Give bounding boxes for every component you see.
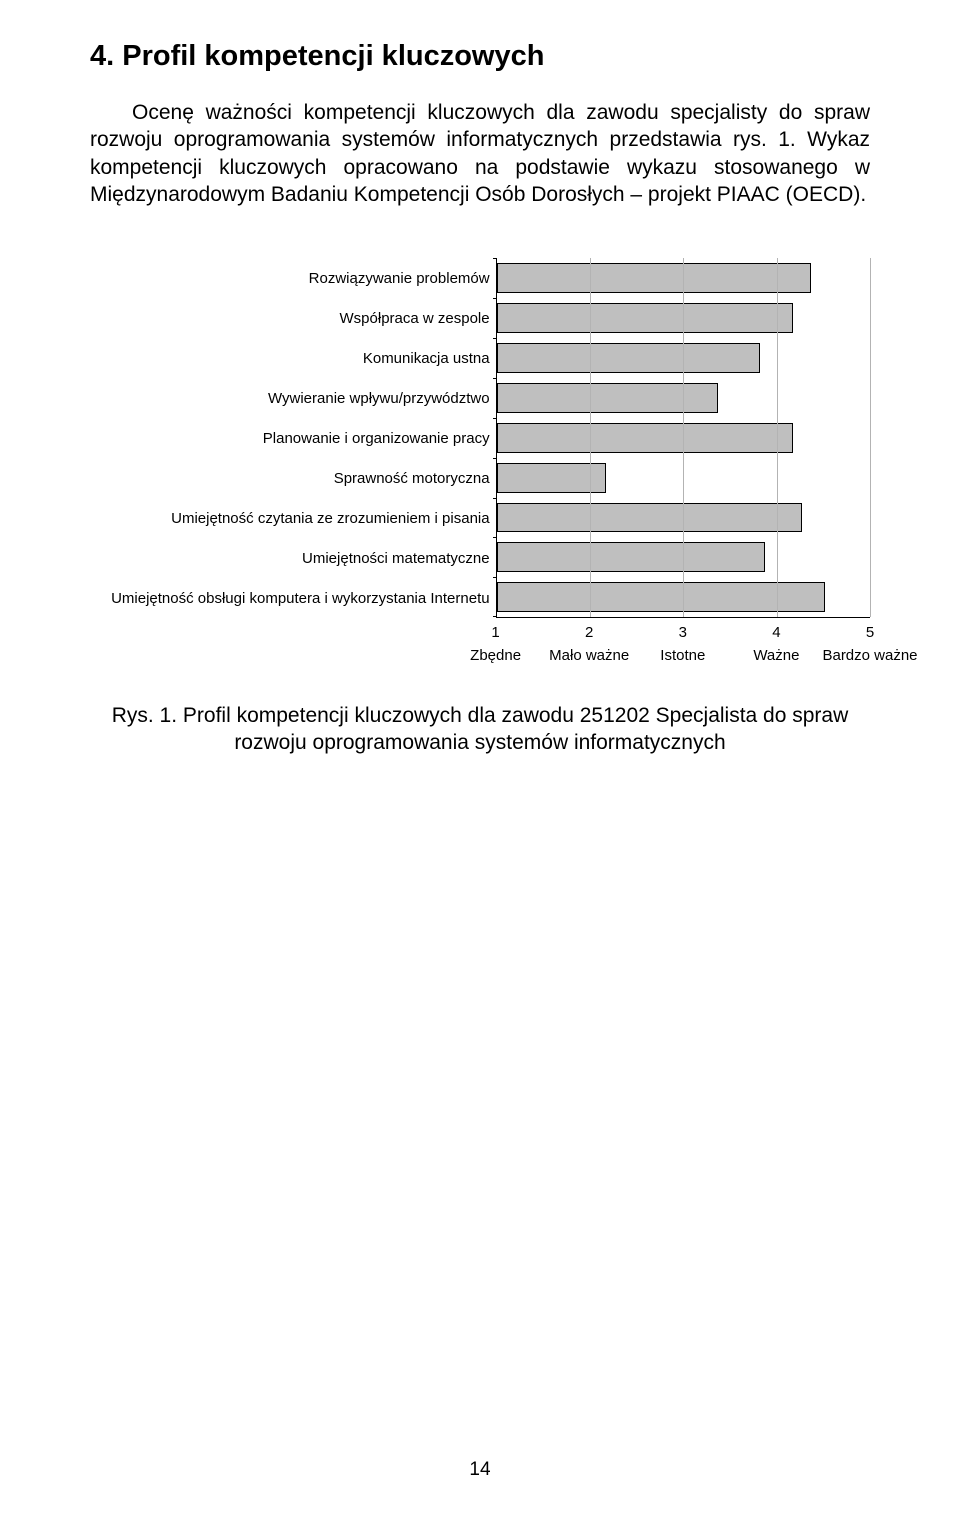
chart-body: Rozwiązywanie problemówWspółpraca w zesp… bbox=[90, 258, 870, 618]
chart-y-label: Umiejętność obsługi komputera i wykorzys… bbox=[90, 578, 496, 618]
x-tick-label: Ważne bbox=[753, 647, 799, 664]
chart-y-labels: Rozwiązywanie problemówWspółpraca w zesp… bbox=[90, 258, 496, 618]
chart-y-label: Umiejętność czytania ze zrozumieniem i p… bbox=[90, 498, 496, 538]
figure-caption: Rys. 1. Profil kompetencji kluczowych dl… bbox=[90, 702, 870, 757]
chart-gridline bbox=[683, 258, 684, 617]
chart-gridline bbox=[590, 258, 591, 617]
chart-y-label: Planowanie i organizowanie pracy bbox=[90, 418, 496, 458]
page-number: 14 bbox=[0, 1459, 960, 1481]
x-tick-number: 1 bbox=[470, 624, 521, 641]
chart-y-label: Sprawność motoryczna bbox=[90, 458, 496, 498]
y-tick bbox=[493, 458, 497, 459]
x-tick-number: 4 bbox=[753, 624, 799, 641]
x-tick: 4 Ważne bbox=[753, 624, 799, 664]
x-tick-label: Istotne bbox=[660, 647, 705, 664]
x-tick-label: Zbędne bbox=[470, 647, 521, 664]
chart-bar bbox=[497, 503, 802, 533]
chart-x-axis: 1Zbędne2Mało ważne3Istotne4Ważne5Bardzo … bbox=[90, 624, 870, 678]
x-tick-number: 2 bbox=[549, 624, 629, 641]
x-tick-number: 5 bbox=[822, 624, 917, 641]
x-tick: 3 Istotne bbox=[660, 624, 705, 664]
y-tick bbox=[493, 616, 497, 617]
y-tick bbox=[493, 298, 497, 299]
x-tick-label: Bardzo ważne bbox=[822, 647, 917, 664]
chart-y-label: Współpraca w zespole bbox=[90, 298, 496, 338]
chart-bar bbox=[497, 423, 793, 453]
x-tick: 5 Bardzo ważne bbox=[822, 624, 917, 664]
chart-y-label: Komunikacja ustna bbox=[90, 338, 496, 378]
y-tick bbox=[493, 498, 497, 499]
x-axis-spacer bbox=[90, 624, 496, 678]
y-tick bbox=[493, 378, 497, 379]
intro-paragraph: Ocenę ważności kompetencji kluczowych dl… bbox=[90, 99, 870, 208]
chart-plot-area bbox=[496, 258, 870, 618]
y-tick bbox=[493, 338, 497, 339]
chart-y-label: Rozwiązywanie problemów bbox=[90, 258, 496, 298]
chart-bar bbox=[497, 542, 765, 572]
competency-chart: Rozwiązywanie problemówWspółpraca w zesp… bbox=[90, 258, 870, 678]
x-tick-number: 3 bbox=[660, 624, 705, 641]
y-tick bbox=[493, 537, 497, 538]
chart-gridline bbox=[870, 258, 871, 617]
chart-bar bbox=[497, 343, 760, 373]
x-tick: 2 Mało ważne bbox=[549, 624, 629, 664]
section-heading: 4. Profil kompetencji kluczowych bbox=[90, 40, 870, 73]
chart-gridline bbox=[777, 258, 778, 617]
chart-plot-inner bbox=[496, 258, 870, 618]
chart-bar bbox=[497, 263, 812, 293]
chart-bar bbox=[497, 383, 718, 413]
x-axis-ticks: 1Zbędne2Mało ważne3Istotne4Ważne5Bardzo … bbox=[496, 624, 870, 678]
chart-y-label: Umiejętności matematyczne bbox=[90, 538, 496, 578]
chart-y-label: Wywieranie wpływu/przywództwo bbox=[90, 378, 496, 418]
chart-bar bbox=[497, 303, 793, 333]
y-tick bbox=[493, 577, 497, 578]
y-tick bbox=[493, 418, 497, 419]
x-tick: 1 Zbędne bbox=[470, 624, 521, 664]
y-tick bbox=[493, 258, 497, 259]
x-tick-label: Mało ważne bbox=[549, 647, 629, 664]
page: 4. Profil kompetencji kluczowych Ocenę w… bbox=[0, 0, 960, 1515]
